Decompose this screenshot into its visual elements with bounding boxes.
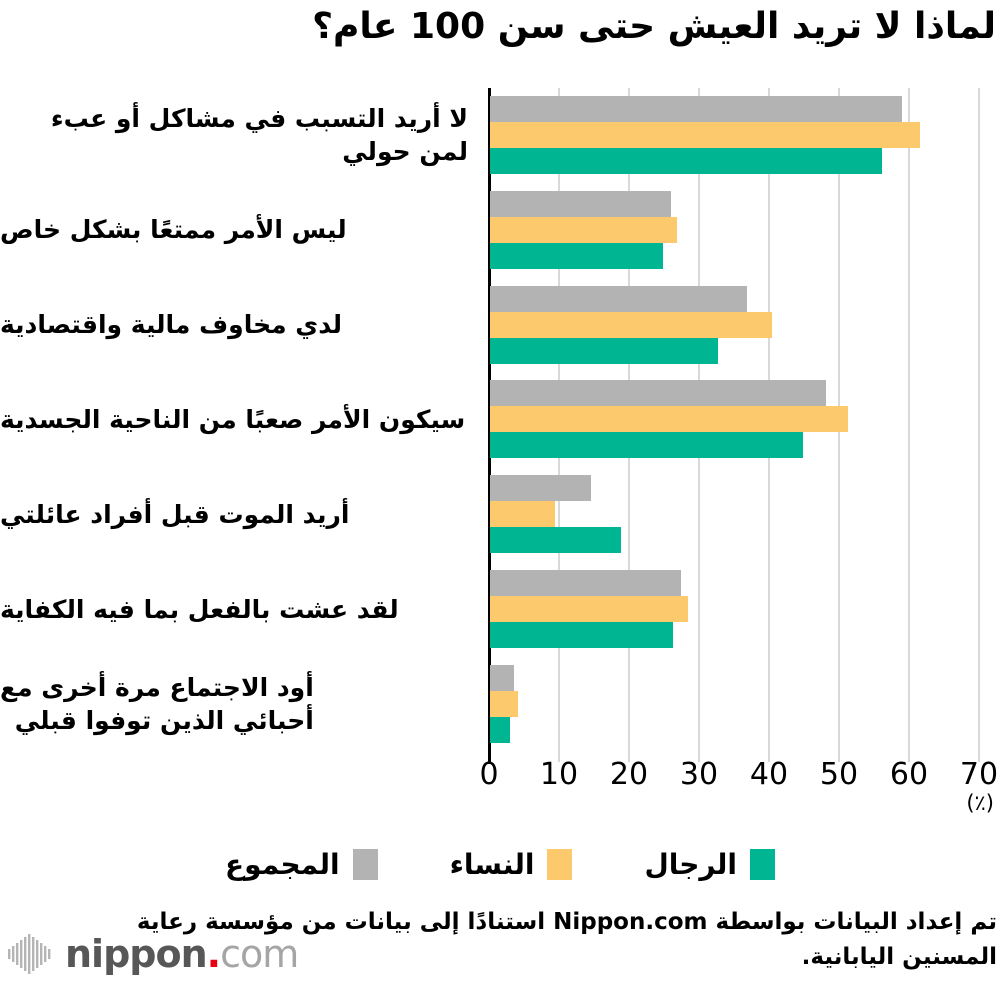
category-label: لدي مخاوف مالية واقتصادية: [0, 310, 343, 340]
axis-unit-label: (٪): [966, 791, 994, 815]
source-note: تم إعداد البيانات بواسطة Nippon.com استن…: [137, 905, 997, 975]
x-tick-label: 0: [479, 757, 499, 792]
x-tick-label: 50: [819, 757, 859, 792]
chart-row: سيكون الأمر صعبًا من الناحية الجسدية: [0, 380, 1000, 459]
legend-swatch: [352, 849, 378, 880]
chart-row: لا أريد التسبب في مشاكل أو عبء لمن حولي: [0, 96, 1000, 174]
chart-row: لدي مخاوف مالية واقتصادية: [0, 285, 1000, 364]
bar-women: [490, 596, 689, 622]
x-tick-label: 10: [539, 757, 579, 792]
category-label: لا أريد التسبب في مشاكل أو عبء لمن حولي: [50, 104, 468, 166]
legend: الرجال النساء المجموع: [0, 848, 1000, 881]
nippon-logo: nippon.com: [8, 929, 299, 979]
chart-row: أريد الموت قبل أفراد عائلتي: [0, 475, 1000, 554]
legend-label: النساء: [449, 848, 535, 881]
category-label: أريد الموت قبل أفراد عائلتي: [0, 499, 350, 529]
bar-men: [490, 622, 673, 648]
x-tick-label: 30: [679, 757, 719, 792]
bar-women: [490, 690, 518, 717]
x-tick-label: 40: [749, 757, 789, 792]
source-note-line-2: المسنين اليابانية.: [801, 944, 997, 970]
logo-tld: com: [220, 932, 299, 976]
category-label: لقد عشت بالفعل بما فيه الكفاية: [0, 594, 399, 624]
bar-women: [490, 406, 848, 433]
chart-row: لقد عشت بالفعل بما فيه الكفاية: [0, 570, 1000, 648]
bar-men: [490, 337, 719, 364]
bar-total: [490, 570, 682, 596]
legend-label: الرجال: [644, 848, 737, 881]
legend-item: النساء: [450, 848, 573, 881]
source-note-line-1: تم إعداد البيانات بواسطة Nippon.com استن…: [136, 909, 997, 935]
legend-swatch: [547, 849, 573, 880]
x-tick-label: 20: [609, 757, 649, 792]
gridline: [978, 88, 980, 762]
x-tick-label: 70: [959, 757, 999, 792]
legend-item: الرجال: [644, 848, 775, 881]
bar-men: [490, 716, 511, 743]
chart-row: ليس الأمر ممتعًا بشكل خاص: [0, 190, 1000, 269]
bar-total: [490, 380, 826, 407]
bar-men: [490, 242, 663, 269]
category-label: ليس الأمر ممتعًا بشكل خاص: [0, 215, 347, 245]
bar-men: [490, 527, 621, 554]
bar-total: [490, 96, 903, 122]
soundwave-icon: [8, 934, 51, 974]
bar-men: [490, 432, 803, 459]
bar-total: [490, 475, 591, 502]
bar-total: [490, 190, 672, 217]
bar-total: [490, 285, 747, 312]
category-label: سيكون الأمر صعبًا من الناحية الجسدية: [0, 404, 466, 434]
logo-brand: nippon: [65, 932, 208, 976]
bar-women: [490, 216, 677, 243]
chart-title: لماذا لا تريد العيش حتى سن 100 عام؟: [312, 6, 996, 47]
bar-women: [490, 122, 920, 148]
plot-area: 0 10 20 30 40 50 60 70 لا أريد التسبب في مشاكل أ…: [0, 88, 1000, 792]
bar-men: [490, 148, 882, 174]
legend-item: المجموع: [225, 848, 378, 881]
legend-label: المجموع: [225, 848, 340, 881]
bar-total: [490, 664, 514, 691]
chart-row: أود الاجتماع مرة أخرى مع أحبائي الذين تو…: [0, 664, 1000, 743]
gridline: [908, 88, 910, 762]
logo-dot: .: [206, 932, 221, 976]
bar-women: [490, 311, 773, 338]
category-label: أود الاجتماع مرة أخرى مع أحبائي الذين تو…: [0, 672, 314, 735]
x-tick-label: 60: [889, 757, 929, 792]
bar-women: [490, 501, 556, 528]
y-axis-line: [487, 88, 491, 764]
legend-swatch: [749, 849, 775, 880]
logo-text: nippon.com: [65, 932, 299, 976]
